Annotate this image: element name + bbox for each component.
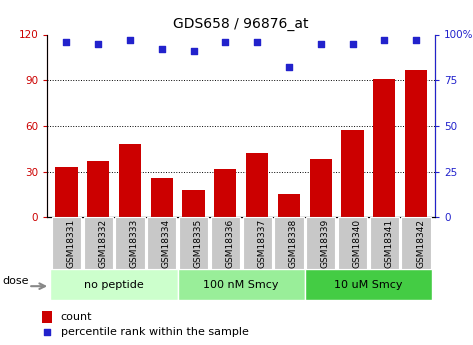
FancyBboxPatch shape <box>179 217 208 269</box>
Bar <box>310 159 332 217</box>
Bar <box>55 167 78 217</box>
Point <box>126 37 134 43</box>
Text: GSM18339: GSM18339 <box>321 219 330 268</box>
FancyBboxPatch shape <box>305 269 432 300</box>
Bar <box>119 144 141 217</box>
FancyBboxPatch shape <box>84 217 113 269</box>
Text: 10 uM Smcy: 10 uM Smcy <box>334 280 403 289</box>
Text: GSM18341: GSM18341 <box>384 219 393 268</box>
Point <box>95 41 102 46</box>
Bar <box>42 310 53 323</box>
Text: no peptide: no peptide <box>84 280 144 289</box>
Point <box>158 46 166 52</box>
Point <box>62 39 70 45</box>
Text: dose: dose <box>3 276 29 286</box>
Text: GSM18338: GSM18338 <box>289 219 298 268</box>
FancyBboxPatch shape <box>52 217 81 269</box>
FancyBboxPatch shape <box>370 217 399 269</box>
Point <box>317 41 324 46</box>
FancyBboxPatch shape <box>274 217 304 269</box>
Text: GSM18332: GSM18332 <box>98 219 107 268</box>
Point <box>254 39 261 45</box>
Title: GDS658 / 96876_at: GDS658 / 96876_at <box>174 17 309 31</box>
Text: GSM18342: GSM18342 <box>416 219 425 268</box>
FancyBboxPatch shape <box>338 217 367 269</box>
Text: GSM18334: GSM18334 <box>162 219 171 268</box>
Point <box>380 37 388 43</box>
Bar <box>405 70 427 217</box>
Point <box>44 329 51 335</box>
Bar <box>214 169 236 217</box>
FancyBboxPatch shape <box>402 217 431 269</box>
Bar <box>342 130 364 217</box>
Text: GSM18331: GSM18331 <box>66 219 75 268</box>
FancyBboxPatch shape <box>178 269 305 300</box>
FancyBboxPatch shape <box>115 217 145 269</box>
Point <box>285 65 293 70</box>
Bar <box>373 79 395 217</box>
Bar <box>278 195 300 217</box>
Text: percentile rank within the sample: percentile rank within the sample <box>61 327 249 337</box>
Bar <box>246 153 268 217</box>
Bar <box>87 161 109 217</box>
Point <box>412 37 420 43</box>
Text: GSM18336: GSM18336 <box>225 219 234 268</box>
FancyBboxPatch shape <box>210 217 240 269</box>
FancyBboxPatch shape <box>243 217 272 269</box>
Bar <box>183 190 205 217</box>
Text: 100 nM Smcy: 100 nM Smcy <box>203 280 279 289</box>
Text: GSM18335: GSM18335 <box>193 219 202 268</box>
Text: GSM18333: GSM18333 <box>130 219 139 268</box>
Point <box>190 48 197 54</box>
Point <box>221 39 229 45</box>
Bar <box>150 178 173 217</box>
Text: GSM18337: GSM18337 <box>257 219 266 268</box>
FancyBboxPatch shape <box>51 269 178 300</box>
FancyBboxPatch shape <box>147 217 176 269</box>
Text: count: count <box>61 312 92 322</box>
Text: GSM18340: GSM18340 <box>352 219 361 268</box>
Point <box>349 41 356 46</box>
FancyBboxPatch shape <box>306 217 335 269</box>
